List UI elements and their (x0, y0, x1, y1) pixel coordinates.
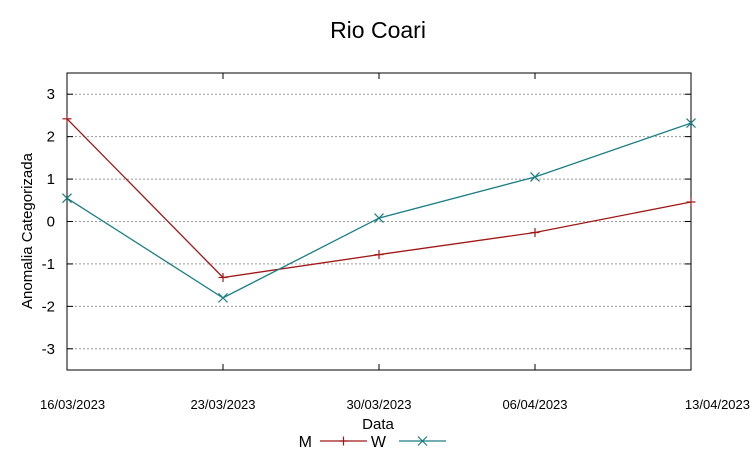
series-line-W (66, 122, 692, 299)
y-tick-label: -2 (42, 298, 55, 315)
data-point-W (686, 118, 696, 128)
data-point-W (530, 172, 540, 182)
chart-title: Rio Coari (330, 17, 426, 43)
data-point-M (374, 250, 384, 260)
x-tick-label: 13/04/2023 (685, 397, 750, 412)
data-point-W (62, 193, 72, 204)
y-axis-label: Anomalia Categorizada (19, 152, 36, 309)
grid (67, 93, 691, 350)
data-point-W (374, 213, 384, 224)
x-tick-label: 30/03/2023 (346, 397, 411, 412)
y-tick-label: -1 (42, 256, 55, 273)
legend-label-M: M (299, 434, 312, 451)
x-tick-label: 16/03/2023 (40, 397, 105, 412)
x-tick-label: 06/04/2023 (502, 397, 567, 412)
y-tick-label: 3 (47, 86, 55, 103)
y-tick-label: 2 (47, 129, 55, 146)
x-tick-label: 23/03/2023 (190, 397, 255, 412)
data-point-M (218, 273, 228, 283)
data-point-W (218, 292, 228, 303)
legend-marker-W (417, 436, 428, 446)
data-point-M (62, 114, 72, 124)
x-axis-label: Data (362, 416, 394, 433)
y-tick-label: -3 (42, 341, 55, 358)
y-tick-label: 0 (47, 214, 55, 231)
axis-ticks: 3 2 1 0 -1 -2 -3 16/03/2023 23/03/2023 30/03/2023… (40, 73, 750, 412)
data-point-M (530, 228, 540, 238)
data-point-M (686, 197, 696, 207)
legend-label-W: W (371, 434, 387, 451)
y-tick-label: 1 (47, 171, 55, 188)
legend-marker-M (339, 436, 348, 446)
series (62, 114, 696, 303)
